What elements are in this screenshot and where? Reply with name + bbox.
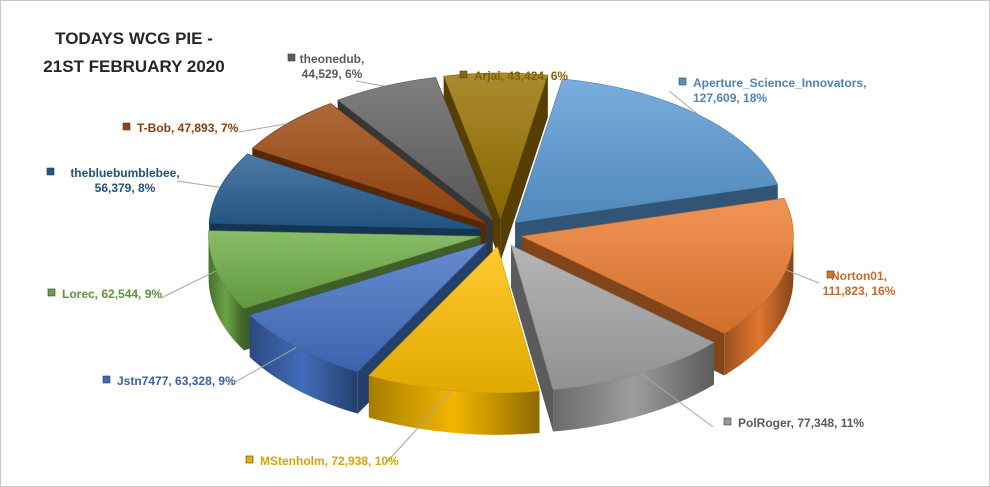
leader-line-lorec [160, 270, 217, 299]
legend-key-lorec [47, 288, 56, 297]
legend-key-arjai [459, 70, 468, 79]
leader-line-arjai [488, 72, 497, 84]
slice-side-jstn7477-0 [249, 315, 358, 414]
data-label-text-polroger: PolRoger, 77,348, 11% [738, 416, 864, 430]
data-label-value-aperture-science-innovators: 127,609, 18% [693, 91, 767, 105]
slice-side-polroger-0 [553, 342, 714, 432]
slice-arjai [443, 72, 549, 220]
data-label-value-norton01: 111,823, 16% [823, 284, 896, 298]
data-label-lorec: Lorec, 62,544, 9% [62, 287, 162, 301]
legend-key-mstenholm [245, 455, 254, 464]
legend-key-aperture-science-innovators [678, 77, 687, 86]
data-label-thebluebumblebee: thebluebumblebee, 56,379, 8% [70, 166, 179, 195]
slice-lorec [208, 230, 481, 309]
data-label-mstenholm: MStenholm, 72,938, 10% [260, 454, 399, 468]
legend-key-t-bob [122, 122, 131, 131]
leader-line-t-bob [238, 123, 288, 133]
leader-line-jstn7477 [229, 347, 297, 386]
data-label-text-jstn7477: Jstn7477, 63,328, 9% [117, 374, 236, 388]
leader-line-mstenholm [386, 390, 453, 463]
data-label-text-arjai: Arjai, 43,424, 6% [474, 69, 568, 83]
data-label-norton01: Norton01, 111,823, 16% [823, 269, 896, 298]
legend-key-jstn7477 [102, 375, 111, 384]
leader-line-theonedub [355, 80, 385, 87]
data-label-name-theonedub: theonedub, [300, 52, 365, 66]
data-label-text-lorec: Lorec, 62,544, 9% [62, 287, 162, 301]
slice-t-bob [251, 103, 486, 224]
slice-side-norton01-0 [724, 236, 794, 376]
slice-side-lorec-0 [208, 236, 245, 351]
data-label-value-thebluebumblebee: 56,379, 8% [95, 181, 156, 195]
legend-key-norton01 [826, 270, 835, 279]
legend-key-theonedub [287, 53, 296, 62]
data-label-value-theonedub: 44,529, 6% [302, 67, 363, 81]
slice-wall-arjai-1 [500, 75, 548, 262]
chart-title: TODAYS WCG PIE - 21ST FEBRUARY 2020 [29, 25, 239, 81]
data-label-text-mstenholm: MStenholm, 72,938, 10% [260, 454, 399, 468]
slice-side-mstenholm-0 [368, 375, 540, 435]
leader-line-thebluebumblebee [176, 180, 221, 188]
leader-line-polroger [640, 373, 714, 428]
data-label-theonedub: theonedub, 44,529, 6% [300, 52, 365, 81]
data-label-name-thebluebumblebee: thebluebumblebee, [70, 166, 179, 180]
slice-wall-polroger-1 [511, 245, 554, 432]
data-label-t-bob: T-Bob, 47,893, 7% [137, 121, 239, 135]
data-label-aperture-science-innovators: Aperture_Science_Innovators, 127,609, 18% [693, 76, 866, 105]
data-label-jstn7477: Jstn7477, 63,328, 9% [117, 374, 236, 388]
chart-title-line-2: 21ST FEBRUARY 2020 [43, 57, 225, 76]
slice-mstenholm [368, 246, 540, 394]
data-label-name-norton01: Norton01, [831, 269, 887, 283]
data-label-polroger: PolRoger, 77,348, 11% [738, 416, 864, 430]
data-label-name-aperture-science-innovators: Aperture_Science_Innovators, [693, 76, 866, 90]
leader-line-aperture-science-innovators [668, 90, 700, 116]
leader-line-norton01 [785, 269, 820, 284]
legend-key-thebluebumblebee [46, 167, 55, 176]
chart-title-line-1: TODAYS WCG PIE - [55, 29, 213, 48]
slice-polroger [510, 244, 715, 390]
data-label-arjai: Arjai, 43,424, 6% [474, 69, 568, 83]
data-label-text-t-bob: T-Bob, 47,893, 7% [137, 121, 239, 135]
legend-key-polroger [723, 417, 732, 426]
